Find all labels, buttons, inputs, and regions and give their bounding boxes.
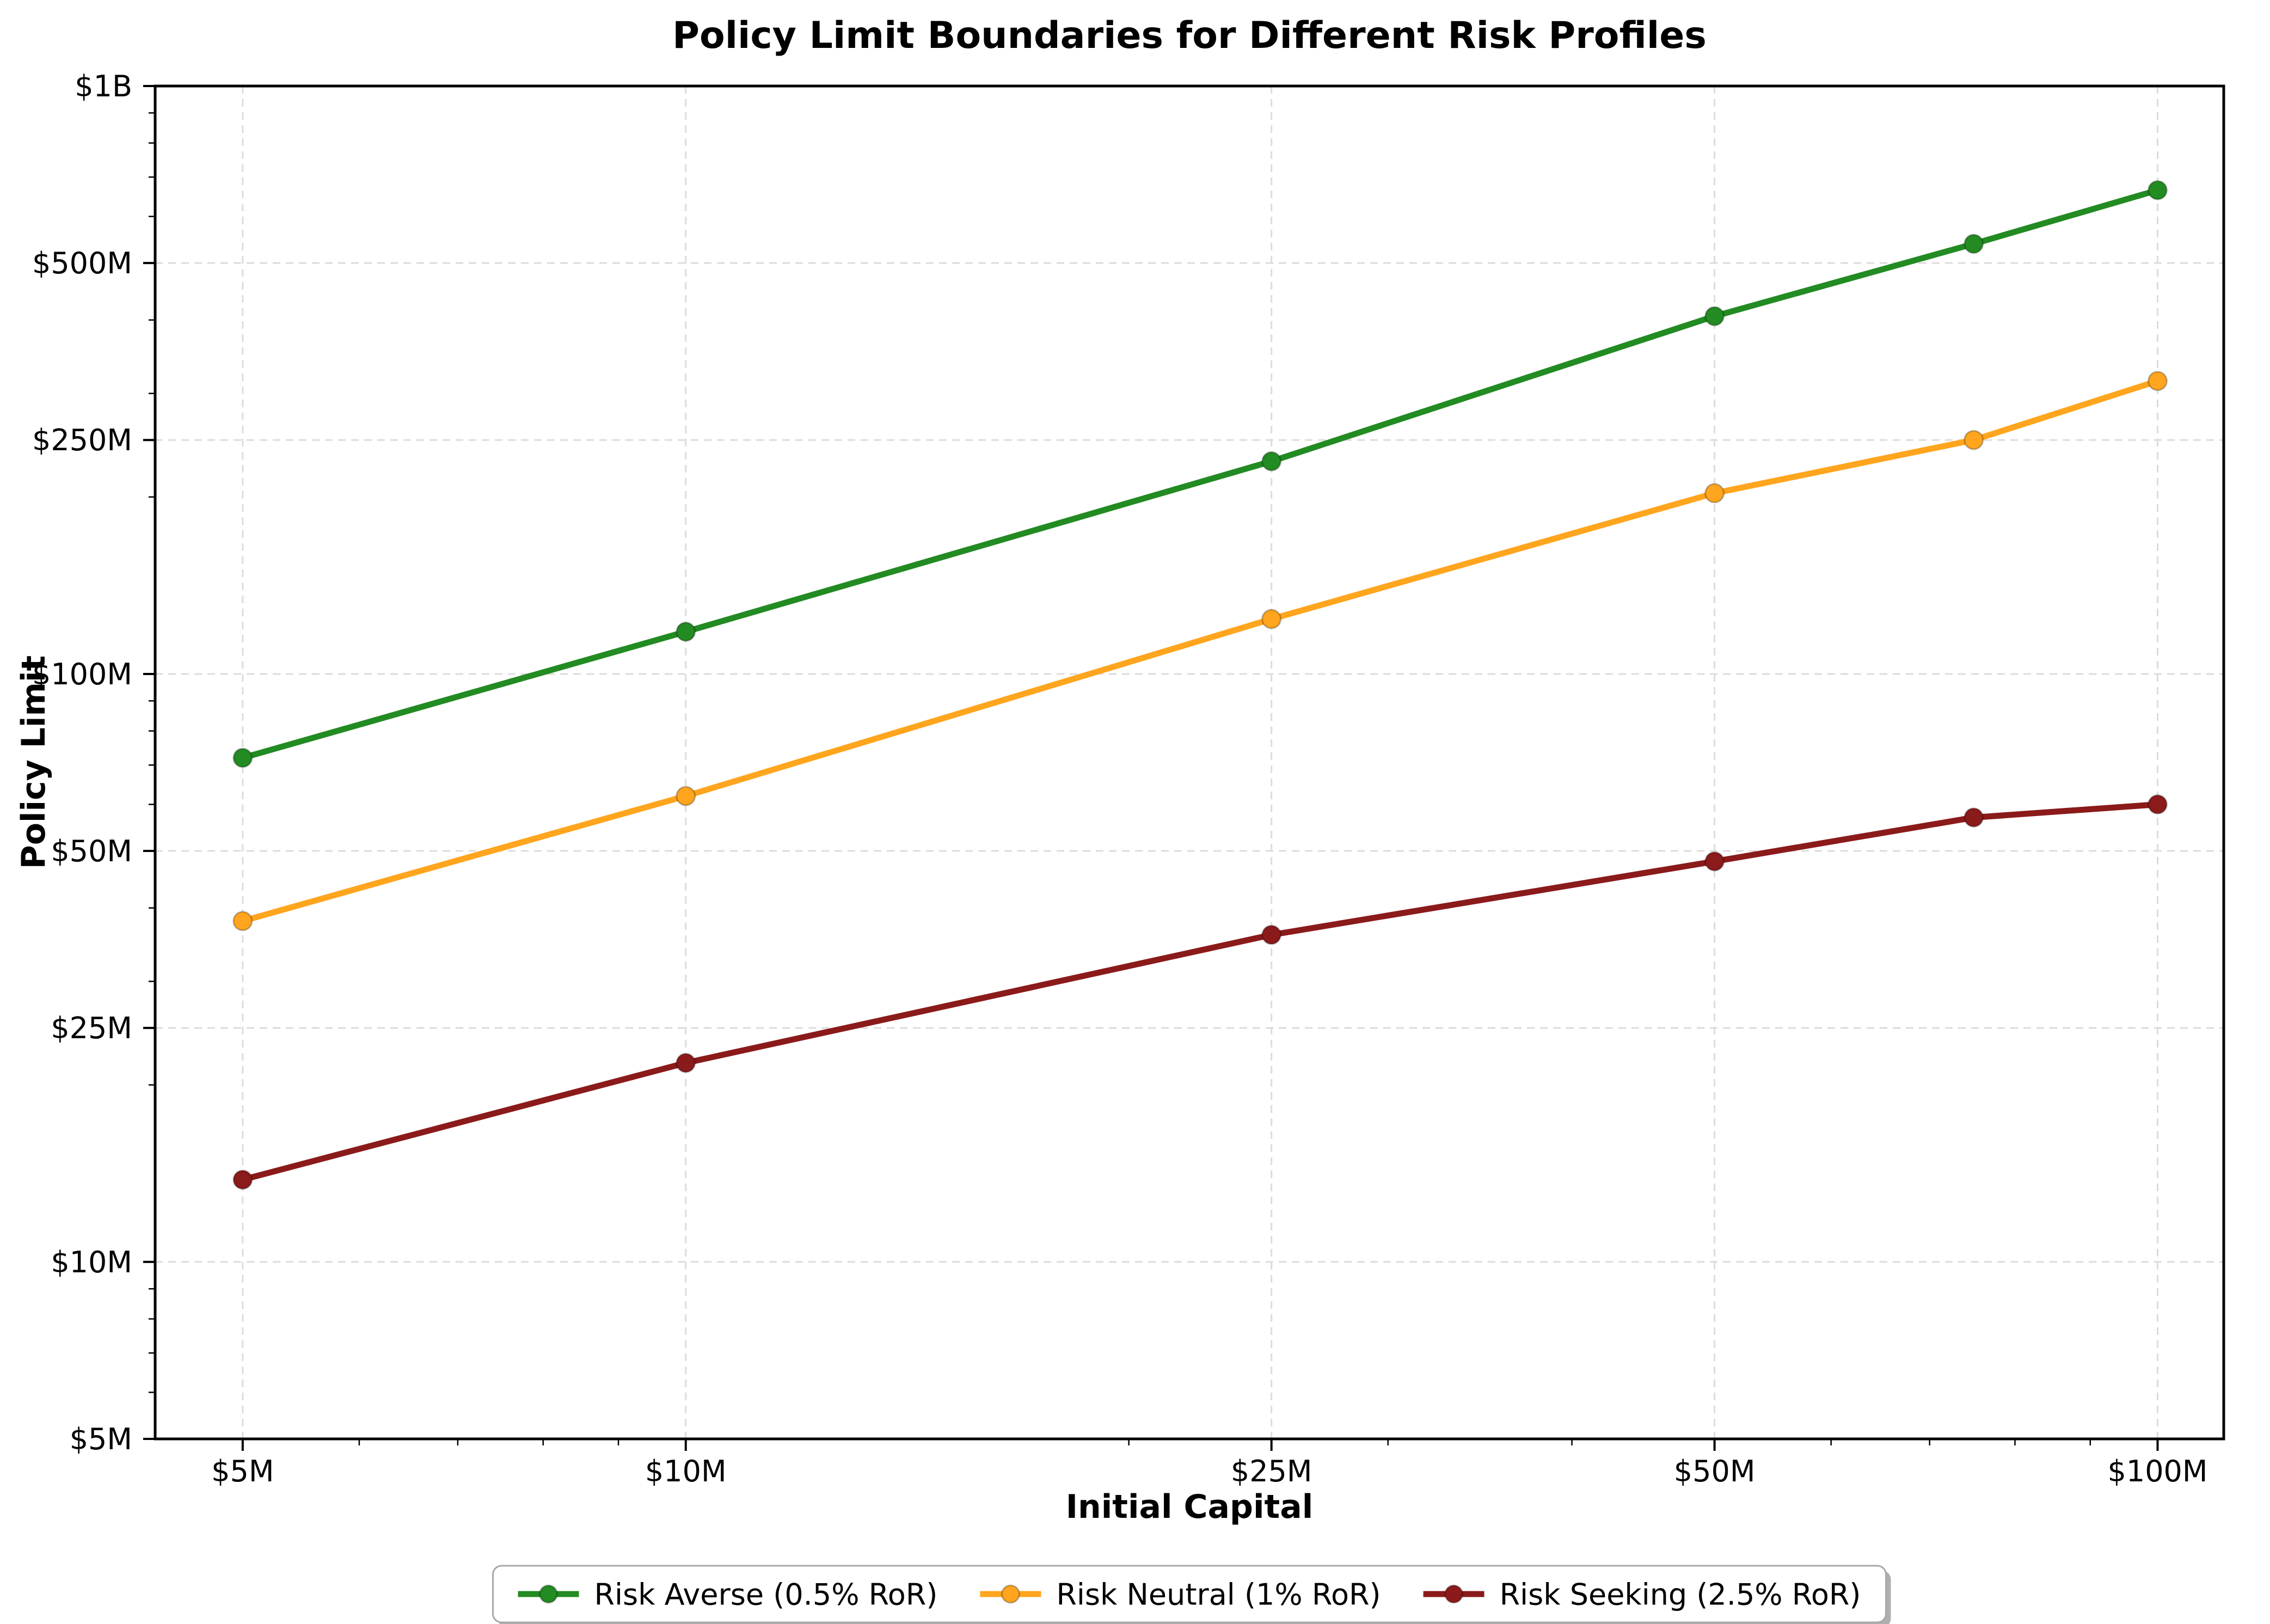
y-tick-label: $500M bbox=[32, 246, 132, 280]
data-point-marker bbox=[232, 911, 253, 931]
data-point-marker bbox=[1964, 234, 1984, 254]
legend-label: Risk Averse (0.5% RoR) bbox=[594, 1577, 937, 1611]
data-point-marker bbox=[2148, 371, 2168, 391]
y-tick-label: $100M bbox=[32, 657, 132, 691]
legend-label: Risk Seeking (2.5% RoR) bbox=[1500, 1577, 1861, 1611]
tick-labels: $5M $10M $25M $50M $100M $5M $10M $25M $50M $100M… bbox=[32, 69, 2208, 1488]
legend-marker-icon bbox=[1001, 1584, 1020, 1604]
x-tick-label: $5M bbox=[211, 1454, 274, 1488]
data-point-marker bbox=[1704, 306, 1725, 327]
data-point-marker bbox=[232, 1169, 253, 1190]
y-tick-label: $25M bbox=[51, 1011, 132, 1045]
data-point-marker bbox=[1261, 451, 1282, 471]
x-axis-label: Initial Capital bbox=[1066, 1488, 1314, 1526]
y-tick-label: $50M bbox=[51, 834, 132, 868]
y-tick-label: $10M bbox=[51, 1245, 132, 1279]
data-point-marker bbox=[1704, 851, 1725, 872]
x-tick-label: $100M bbox=[2107, 1454, 2207, 1488]
series-line bbox=[240, 801, 2161, 1183]
series-line bbox=[240, 187, 2161, 761]
legend-marker-icon bbox=[1444, 1584, 1464, 1604]
data-point-marker bbox=[2148, 180, 2168, 200]
x-tick-label: $25M bbox=[1231, 1454, 1312, 1488]
plot-spines bbox=[154, 84, 2225, 1441]
plot-border bbox=[154, 84, 2225, 1441]
legend-label: Risk Neutral (1% RoR) bbox=[1056, 1577, 1381, 1611]
axis-ticks bbox=[143, 85, 2159, 1451]
legend-box bbox=[492, 1565, 1887, 1623]
y-tick-label: $1B bbox=[75, 69, 132, 103]
gridlines bbox=[155, 85, 2224, 1440]
chart-title: Policy Limit Boundaries for Different Ri… bbox=[672, 14, 1707, 57]
x-tick-label: $50M bbox=[1674, 1454, 1756, 1488]
data-point-marker bbox=[1964, 807, 1984, 828]
data-point-marker bbox=[2148, 794, 2168, 815]
legend-item: Risk Averse (0.5% RoR) bbox=[518, 1577, 937, 1611]
x-tick-label: $10M bbox=[645, 1454, 727, 1488]
series-line bbox=[240, 378, 2161, 924]
data-series bbox=[232, 180, 2168, 1190]
data-point-marker bbox=[1261, 924, 1282, 945]
legend-item: Risk Seeking (2.5% RoR) bbox=[1423, 1577, 1861, 1611]
y-tick-label: $5M bbox=[70, 1422, 132, 1456]
data-point-marker bbox=[676, 621, 696, 642]
data-point-marker bbox=[1704, 483, 1725, 504]
legend: Risk Averse (0.5% RoR) Risk Neutral (1% R… bbox=[492, 1565, 1891, 1624]
data-point-marker bbox=[232, 747, 253, 768]
legend-marker-icon bbox=[538, 1584, 558, 1604]
y-tick-label: $250M bbox=[32, 423, 132, 457]
data-point-marker bbox=[676, 1052, 696, 1073]
data-point-marker bbox=[1964, 430, 1984, 450]
legend-items: Risk Averse (0.5% RoR) Risk Neutral (1% R… bbox=[518, 1577, 1861, 1611]
data-point-marker bbox=[676, 786, 696, 806]
data-point-marker bbox=[1261, 609, 1282, 629]
y-axis-label: Policy Limit bbox=[15, 655, 53, 869]
legend-item: Risk Neutral (1% RoR) bbox=[980, 1577, 1381, 1611]
